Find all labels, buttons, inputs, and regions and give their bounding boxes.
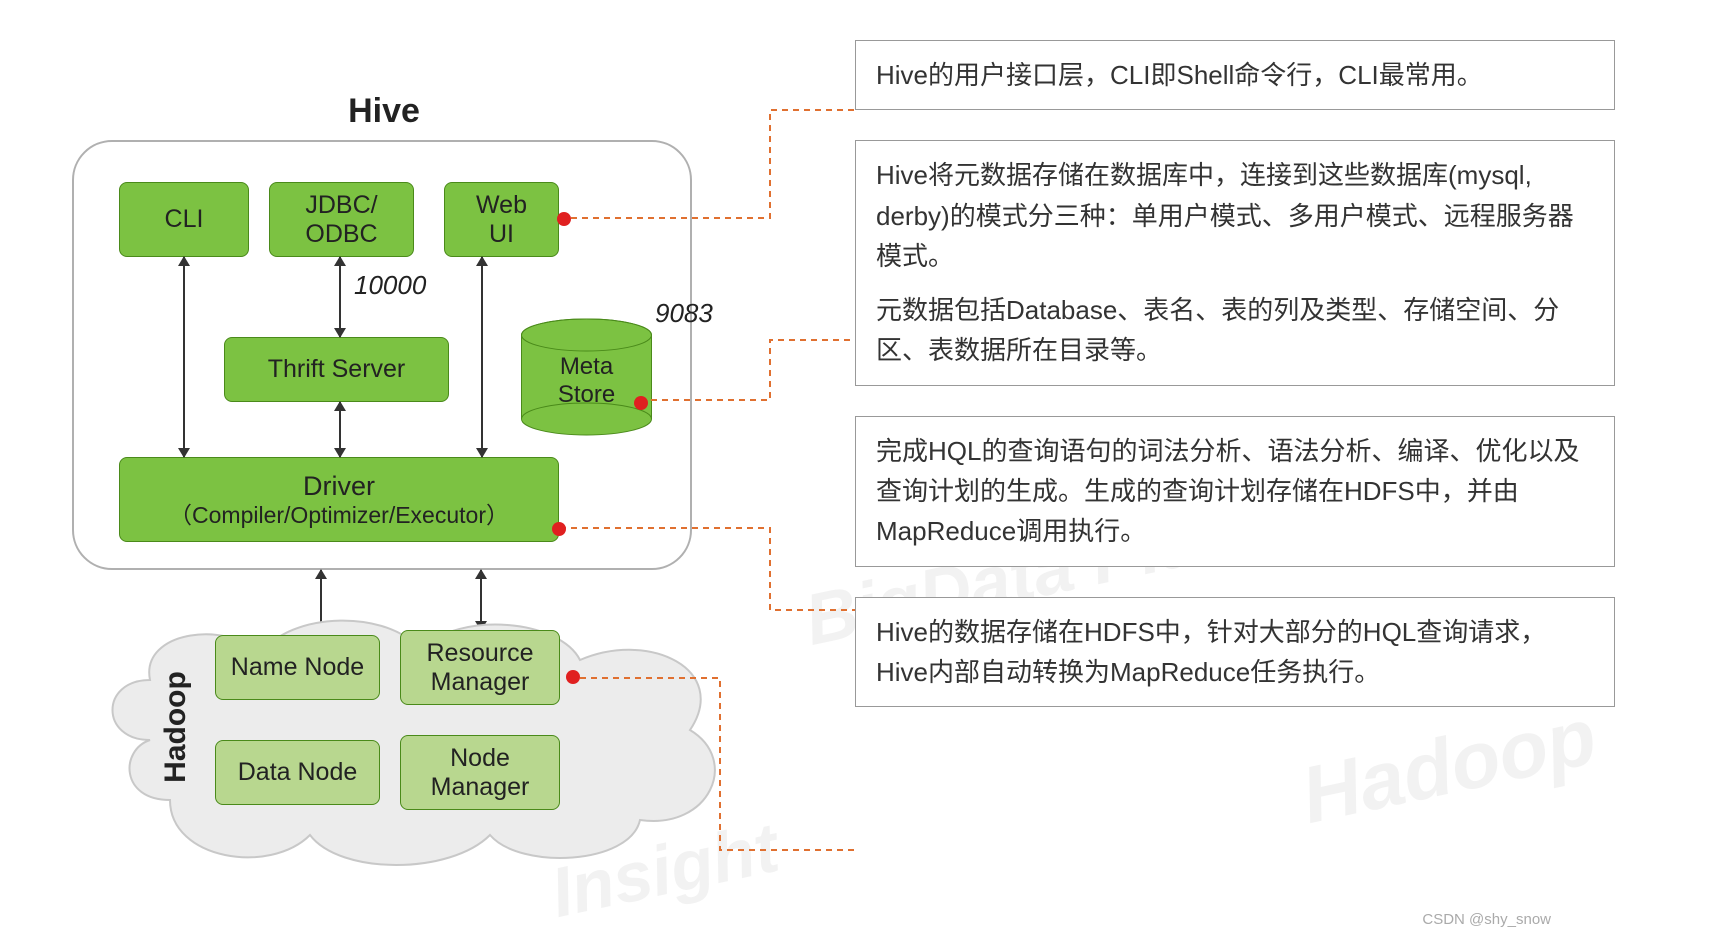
ah-jdbc-down bbox=[334, 328, 346, 338]
ah-td-down bbox=[334, 448, 346, 458]
box-namenode: Name Node bbox=[215, 635, 380, 700]
box-driver-label: Driver bbox=[303, 471, 375, 502]
dot-driver bbox=[552, 522, 566, 536]
desc-box-1: Hive的用户接口层，CLI即Shell命令行，CLI最常用。 bbox=[855, 40, 1615, 110]
datanode-label: Data Node bbox=[238, 758, 358, 787]
desc-4-text: Hive的数据存储在HDFS中，针对大部分的HQL查询请求，Hive内部自动转换… bbox=[876, 617, 1546, 687]
ah-hh2-up bbox=[475, 569, 487, 579]
box-jdbc: JDBC/ ODBC bbox=[269, 182, 414, 257]
hive-container: Hive CLI JDBC/ ODBC Web UI Thrift Server… bbox=[72, 140, 692, 570]
hive-title: Hive bbox=[74, 92, 694, 131]
ah-td-up bbox=[334, 401, 346, 411]
box-datanode: Data Node bbox=[215, 740, 380, 805]
box-cli: CLI bbox=[119, 182, 249, 257]
text-area: Hive的用户接口层，CLI即Shell命令行，CLI最常用。 Hive将元数据… bbox=[855, 40, 1615, 910]
box-cli-label: CLI bbox=[165, 205, 204, 234]
arrow-cli-driver bbox=[183, 257, 185, 457]
ah-web-up bbox=[476, 256, 488, 266]
desc-box-3: 完成HQL的查询语句的词法分析、语法分析、编译、优化以及查询计划的生成。生成的查… bbox=[855, 416, 1615, 567]
resmgr-label: Resource Manager bbox=[427, 639, 534, 697]
dot-metastore bbox=[634, 396, 648, 410]
diagram-area: Hive CLI JDBC/ ODBC Web UI Thrift Server… bbox=[50, 30, 750, 910]
nodemgr-label: Node Manager bbox=[431, 744, 530, 802]
box-driver: Driver （Compiler/Optimizer/Executor） bbox=[119, 457, 559, 542]
dot-webui bbox=[557, 212, 571, 226]
desc-1-text: Hive的用户接口层，CLI即Shell命令行，CLI最常用。 bbox=[876, 60, 1483, 90]
box-thrift-label: Thrift Server bbox=[268, 355, 406, 384]
box-resmgr: Resource Manager bbox=[400, 630, 560, 705]
namenode-label: Name Node bbox=[231, 653, 364, 682]
dot-hadoop bbox=[566, 670, 580, 684]
arrow-jdbc-thrift bbox=[339, 257, 341, 337]
box-driver-sublabel: （Compiler/Optimizer/Executor） bbox=[169, 502, 509, 528]
desc-box-2: Hive将元数据存储在数据库中，连接到这些数据库(mysql, derby)的模… bbox=[855, 140, 1615, 385]
ah-cli-down bbox=[178, 448, 190, 458]
box-webui: Web UI bbox=[444, 182, 559, 257]
box-thrift: Thrift Server bbox=[224, 337, 449, 402]
box-webui-label: Web UI bbox=[476, 191, 527, 249]
cylinder-metastore: Meta Store bbox=[519, 317, 654, 437]
desc-box-4: Hive的数据存储在HDFS中，针对大部分的HQL查询请求，Hive内部自动转换… bbox=[855, 597, 1615, 708]
desc-2b-text: 元数据包括Database、表名、表的列及类型、存储空间、分区、表数据所在目录等… bbox=[876, 290, 1594, 371]
credit-text: CSDN @shy_snow bbox=[1422, 911, 1551, 928]
box-nodemgr: Node Manager bbox=[400, 735, 560, 810]
box-jdbc-label: JDBC/ ODBC bbox=[305, 191, 377, 249]
ah-cli-up bbox=[178, 256, 190, 266]
metastore-label: Meta Store bbox=[558, 353, 615, 408]
port-jdbc: 10000 bbox=[354, 270, 426, 301]
desc-2a-text: Hive将元数据存储在数据库中，连接到这些数据库(mysql, derby)的模… bbox=[876, 155, 1594, 276]
arrow-webui-driver bbox=[481, 257, 483, 457]
desc-3-text: 完成HQL的查询语句的词法分析、语法分析、编译、优化以及查询计划的生成。生成的查… bbox=[876, 436, 1579, 547]
hadoop-label: Hadoop bbox=[159, 671, 193, 783]
ah-jdbc-up bbox=[334, 256, 346, 266]
ah-hh1-up bbox=[315, 569, 327, 579]
ah-web-down bbox=[476, 448, 488, 458]
port-meta: 9083 bbox=[655, 298, 713, 329]
